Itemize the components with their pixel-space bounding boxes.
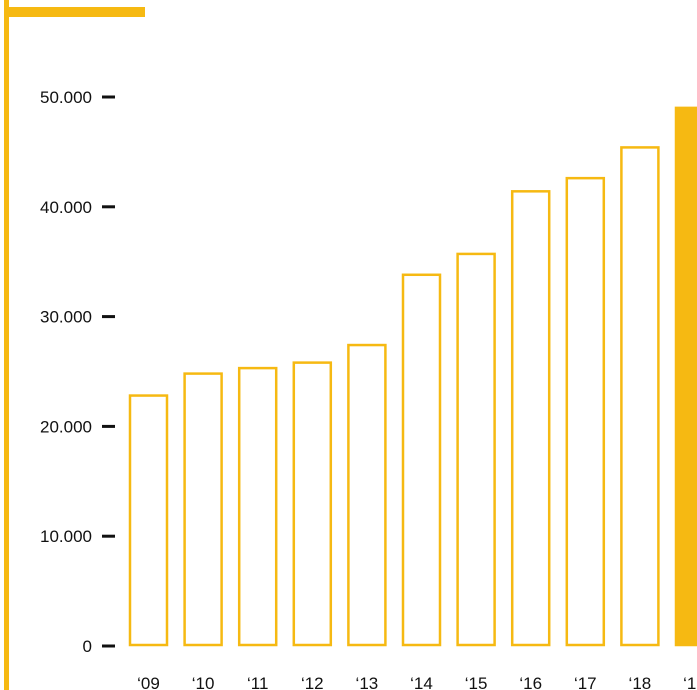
x-tick-label: ‘18 [629, 674, 652, 690]
top-frame-tab [4, 7, 145, 17]
y-tick-label: 40.000 [40, 198, 92, 217]
y-tick-label: 50.000 [40, 88, 92, 107]
bar [456, 252, 496, 647]
y-tick-label: 10.000 [40, 527, 92, 546]
x-tick-label: ‘09 [137, 674, 160, 690]
x-tick-label: ‘10 [192, 674, 215, 690]
x-tick-label: ‘19 [683, 674, 697, 690]
y-tick-label: 0 [83, 637, 92, 656]
y-axis: 0 10.000 20.000 30.000 40.000 50.000 [40, 88, 115, 656]
x-tick-label: ‘11 [247, 674, 268, 690]
x-tick-label: ‘15 [465, 674, 488, 690]
y-tick-mark [102, 424, 115, 428]
x-tick-label: ‘16 [519, 674, 542, 690]
y-tick-mark [102, 95, 115, 99]
y-tick-mark [102, 205, 115, 209]
x-tick-label: ‘12 [301, 674, 324, 690]
x-tick-label: ‘17 [574, 674, 597, 690]
bar [183, 372, 223, 647]
left-frame-line [4, 0, 9, 690]
bar-highlighted [674, 106, 697, 647]
y-tick-label: 20.000 [40, 417, 92, 436]
bar [292, 361, 333, 647]
bar [347, 343, 387, 647]
bar [237, 366, 278, 647]
bar [401, 273, 442, 647]
bar [128, 394, 169, 647]
y-tick-mark [102, 534, 115, 538]
bar [620, 146, 660, 647]
x-tick-label: ‘13 [356, 674, 379, 690]
y-tick-mark [102, 315, 115, 319]
x-tick-label: ‘14 [410, 674, 433, 690]
y-tick-mark [102, 644, 115, 648]
y-tick-label: 30.000 [40, 308, 92, 327]
bars [128, 106, 697, 647]
x-axis: ‘09 ‘10 ‘11 ‘12 ‘13 ‘14 ‘15 ‘16 ‘17 ‘18 ‘19 [137, 674, 697, 690]
bar [565, 176, 606, 647]
bar [510, 190, 551, 647]
